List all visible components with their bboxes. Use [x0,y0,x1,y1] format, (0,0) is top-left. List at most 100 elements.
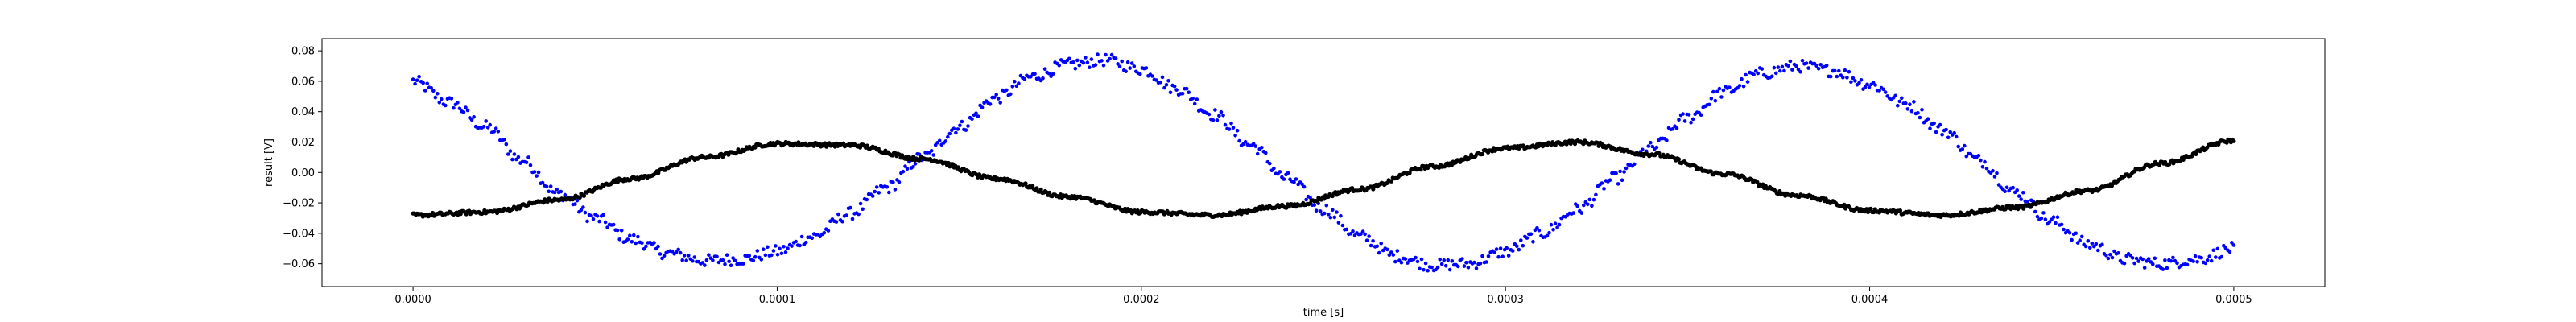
data-point [1755,180,1760,184]
data-point [1318,209,1323,213]
data-point [1928,126,1932,130]
data-point [2146,257,2151,261]
data-point [1586,202,1590,207]
data-point [1128,66,1132,70]
data-point [597,219,601,224]
data-point [611,222,616,227]
data-point [943,139,948,143]
data-point [512,152,517,156]
data-point [703,263,707,267]
data-point [2033,209,2037,214]
data-point [1172,84,1177,89]
data-point [1351,229,1355,233]
data-point [1096,52,1100,56]
data-point [2035,214,2040,219]
data-point [1211,118,1216,122]
data-point [1948,130,1952,134]
data-point [1154,78,1158,82]
data-point [1715,89,1719,94]
data-point [799,234,804,239]
data-point [674,250,679,254]
data-point [913,162,918,166]
data-point [2116,251,2120,255]
data-point [1549,222,1554,227]
data-point [1375,244,1379,249]
data-point [481,125,486,129]
data-point [786,246,790,250]
data-point [1654,145,1659,150]
data-point [2096,248,2100,253]
data-point [431,89,436,93]
data-point [1213,108,1217,112]
data-point [528,163,533,167]
data-point [771,249,776,253]
data-point [994,93,998,97]
data-point [1359,232,1363,237]
data-point [1237,138,1241,143]
data-point [2088,246,2092,250]
data-point [1521,243,1525,248]
data-point [1920,108,1924,112]
data-point [1571,211,1575,215]
data-point [707,253,711,258]
data-point [1991,168,1995,173]
data-point [1484,260,1488,264]
data-point [440,97,444,101]
data-point [1960,147,1965,151]
data-point [2055,215,2060,220]
data-point [1689,120,1693,125]
data-point [826,229,831,233]
data-point [449,97,454,101]
data-point [1478,261,1483,266]
data-point [2003,189,2007,193]
data-point [1708,169,1713,174]
data-point [1302,184,1307,189]
data-point [652,241,656,245]
data-point [2078,238,2082,243]
data-point [782,245,786,249]
data-point [980,105,985,109]
data-point [658,252,663,256]
data-point [1051,72,1055,76]
data-point [493,126,498,130]
data-point [1851,76,1856,80]
data-point [1253,144,1257,148]
data-point [2041,211,2046,215]
data-point [1510,249,1515,253]
data-point [1158,80,1162,85]
data-point [937,138,942,143]
data-point [1881,87,1885,92]
data-point [2211,248,2215,253]
plot-area [321,38,2326,287]
data-point [2227,250,2232,254]
data-point [1984,166,1989,171]
data-point [700,261,705,265]
data-point [1038,187,1043,192]
data-point [763,253,768,258]
data-point [1085,60,1090,64]
data-point [778,246,782,251]
data-point [1150,74,1154,78]
data-point [1324,203,1329,208]
data-point [1166,79,1170,83]
data-point [504,142,509,147]
data-point [724,253,729,258]
data-point [1649,140,1653,145]
data-point [1624,166,1629,171]
data-point [954,130,958,135]
data-point [1162,85,1166,90]
data-point [1529,232,1534,237]
data-point [2171,255,2175,260]
data-point [766,245,770,250]
data-point [1908,102,1912,106]
data-point [1551,228,1555,232]
data-point [2100,242,2104,247]
data-point [1845,76,1849,80]
data-point [727,259,731,264]
data-point [2165,266,2169,270]
y-tick-label: −0.04 [283,228,315,240]
data-point [970,117,974,122]
data-point [720,258,725,262]
data-point [1938,122,1942,127]
data-point [421,80,425,85]
